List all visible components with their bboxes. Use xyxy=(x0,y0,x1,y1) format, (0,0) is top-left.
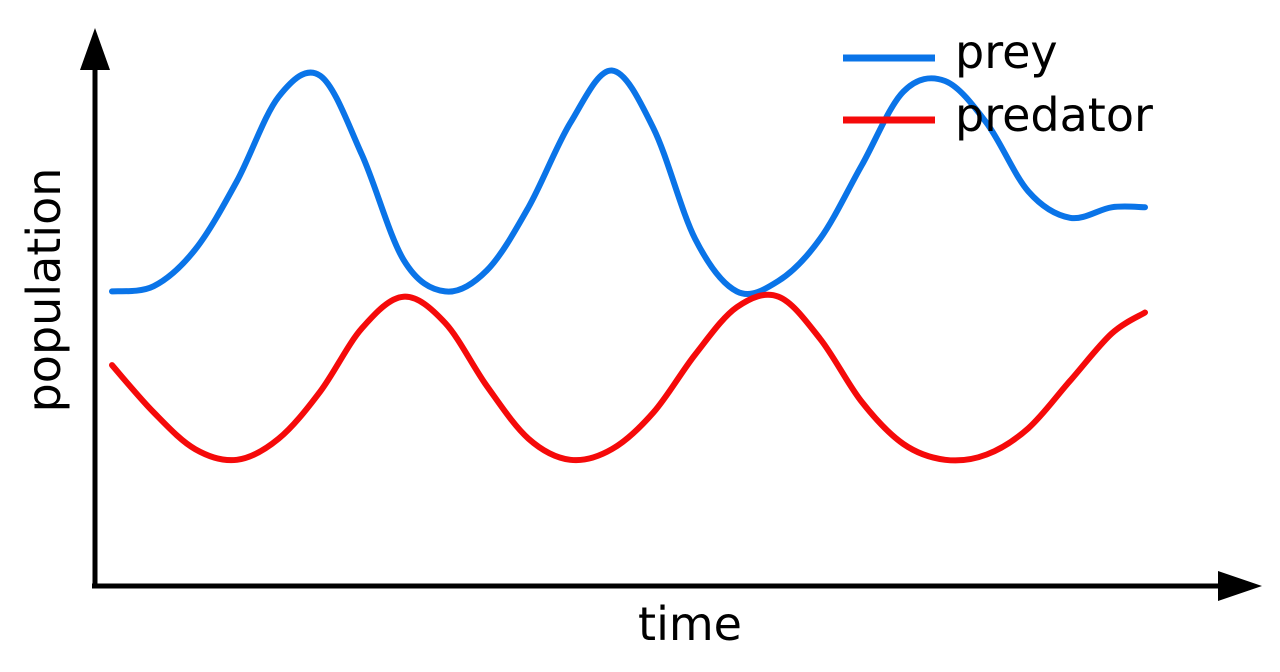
legend: prey predator xyxy=(843,25,1153,142)
x-axis-arrow xyxy=(1218,571,1262,601)
y-axis-arrow xyxy=(80,28,110,70)
legend-label-prey: prey xyxy=(955,25,1058,79)
legend-label-predator: predator xyxy=(955,88,1153,142)
x-axis-label: time xyxy=(638,597,742,651)
series-line-prey xyxy=(109,67,1148,297)
series-line-predator xyxy=(109,291,1148,464)
y-axis-label: population xyxy=(17,168,71,413)
